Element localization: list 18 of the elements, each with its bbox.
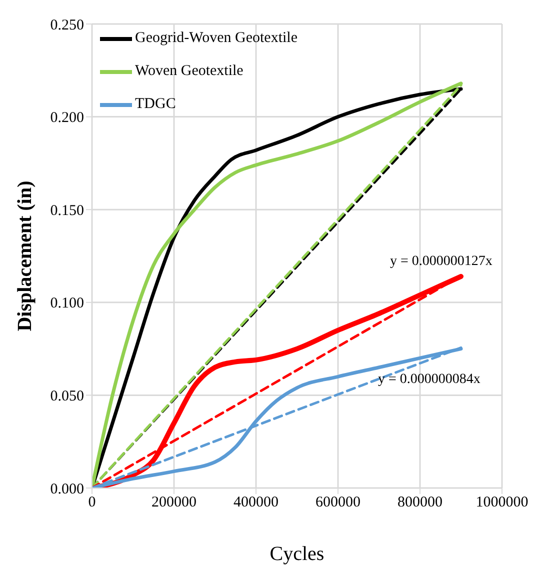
y-tick-label: 0.250	[50, 17, 84, 34]
y-tick-label: 0.150	[50, 202, 84, 219]
legend-label: Geogrid-Woven Geotextile	[135, 30, 298, 47]
y-tick-label: 0.100	[50, 296, 84, 312]
x-axis-title: Cycles	[270, 543, 324, 565]
y-tick-label: 0.050	[50, 388, 84, 405]
y-axis-title: Displacement (in)	[14, 180, 36, 332]
annotation: y = 0.000000127x	[390, 254, 492, 270]
x-tick-label: 400000	[234, 494, 278, 511]
x-tick-label: 600000	[316, 494, 360, 511]
x-tick-label: 0	[88, 494, 96, 511]
y-tick-label: 0.200	[50, 110, 84, 126]
x-tick-label: 200000	[152, 494, 196, 511]
legend-label: Woven Geotextile	[135, 63, 244, 80]
x-tick-label: 800000	[398, 494, 442, 511]
y-tick-label: 0.000	[50, 481, 84, 498]
x-tick-label: 1000000	[476, 494, 528, 511]
legend-label: TDGC	[135, 96, 176, 113]
